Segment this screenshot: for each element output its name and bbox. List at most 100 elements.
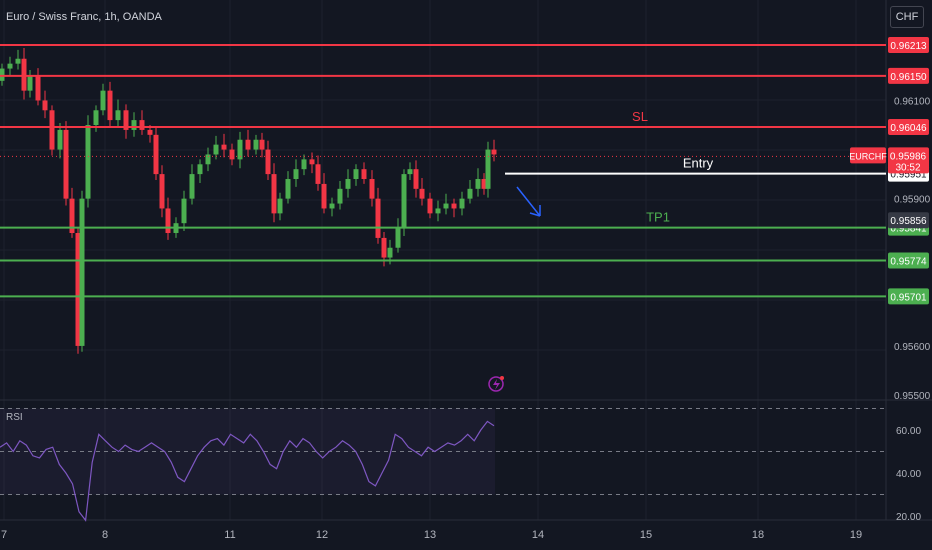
candle-body (75, 233, 81, 346)
candle-body (69, 198, 75, 234)
candle-body (285, 179, 291, 199)
candle-body (159, 174, 165, 209)
time-tick-label: 11 (224, 529, 235, 541)
rsi-label: RSI (6, 412, 23, 423)
candle-body (277, 198, 283, 214)
candle-body (293, 169, 299, 180)
symbol-tag-label: EURCHF (849, 151, 887, 161)
candle-body (0, 68, 5, 81)
candle-body (85, 125, 91, 199)
candle-body (369, 179, 375, 199)
candle-body (361, 169, 367, 180)
symbol-tag-bg (850, 147, 886, 164)
candle-body (481, 179, 487, 189)
currency-button[interactable]: CHF (890, 6, 924, 28)
candle-body (301, 159, 307, 170)
candle-body (79, 198, 85, 346)
level-price-tag-bg (888, 288, 929, 305)
candle-body (213, 144, 219, 155)
price-tick-label: 0.95600 (894, 342, 931, 353)
candle-body (475, 179, 481, 189)
candle-body (407, 169, 413, 175)
crosshair-price-tag: 0.95856 (890, 216, 927, 227)
candle-body (309, 159, 315, 165)
chart-title: Euro / Swiss Franc, 1h, OANDA (6, 11, 162, 23)
candle-body (381, 237, 387, 258)
candle-body (443, 203, 449, 209)
candle-body (395, 228, 401, 248)
candle-body (401, 174, 407, 229)
candle-body (189, 174, 195, 199)
time-tick-label: 8 (102, 529, 108, 541)
candle-body (329, 203, 335, 209)
level-price-tag-bg (888, 118, 929, 135)
rsi-pane (0, 408, 886, 522)
down-arrow-icon (516, 186, 541, 217)
price-tick-label: 0.96100 (894, 96, 931, 107)
lightning-bolt-icon (493, 379, 500, 390)
candle-body (271, 174, 277, 214)
candle-body (253, 139, 259, 150)
candle-body (259, 139, 265, 150)
rsi-tick-label: 40.00 (896, 469, 921, 480)
time-tick-label: 13 (424, 529, 436, 541)
candle-body (435, 208, 441, 214)
time-tick-label: 14 (532, 529, 544, 541)
time-tick-label: 18 (752, 529, 764, 541)
price-tick-label: 0.95500 (894, 391, 931, 402)
candle-body (419, 188, 425, 199)
crosshair-price-tag-bg (888, 212, 929, 229)
time-tick-label: 12 (316, 529, 328, 541)
chart-markers (488, 186, 541, 392)
candle-body (229, 149, 235, 160)
candle-body (353, 169, 359, 180)
candle-body (42, 100, 48, 111)
candle-body (485, 149, 491, 189)
horizontal-levels[interactable]: SL Entry TP1 (0, 44, 886, 298)
candle-body (35, 75, 41, 101)
candle-body (265, 149, 271, 175)
level-price-tag: 0.95841 (890, 224, 927, 235)
level-name-label: Entry (683, 156, 714, 171)
candle-body (57, 129, 63, 150)
lightning-icon (488, 376, 504, 392)
level-price-tag: 0.96150 (890, 72, 927, 83)
level-name-label: TP1 (646, 210, 670, 225)
candle-body (7, 63, 13, 69)
candle-body (93, 110, 99, 126)
time-tick-label: 7 (1, 529, 7, 541)
candle-body (315, 164, 321, 184)
rsi-tick-label: 60.00 (896, 426, 921, 437)
candle-body (451, 203, 457, 209)
notification-dot-icon (500, 376, 504, 380)
rsi-line (0, 420, 495, 522)
price-tick-label: 0.95900 (894, 195, 931, 206)
candle-body (139, 120, 145, 130)
level-name-label: SL (632, 109, 648, 124)
candle-body (115, 110, 121, 121)
candle-body (197, 164, 203, 175)
candle-body (375, 198, 381, 238)
candle-body (165, 208, 171, 234)
candle-body (205, 154, 211, 165)
candle-body (245, 139, 251, 150)
candle-body (49, 110, 55, 150)
candle-body (123, 110, 129, 130)
current-price-tag-bg (888, 147, 929, 174)
price-axis[interactable]: 0.96100 0.95900 0.95600 0.95500 0.96213 0.961… (849, 37, 931, 523)
candle-body (15, 58, 21, 64)
candle-body (63, 129, 69, 199)
candle-body (427, 198, 433, 214)
candle-body (467, 188, 473, 199)
level-price-tag-bg (888, 252, 929, 269)
candle-body (321, 183, 327, 209)
candle-body (100, 90, 106, 111)
candle-body (181, 198, 187, 224)
current-price-label: 0.95986 (890, 151, 927, 162)
time-axis[interactable]: 7 8 11 12 13 14 15 18 19 (1, 529, 862, 541)
candle-body (147, 129, 153, 135)
level-price-tag-bg (888, 37, 929, 53)
candle-body (27, 75, 33, 91)
time-tick-label: 15 (640, 529, 652, 541)
